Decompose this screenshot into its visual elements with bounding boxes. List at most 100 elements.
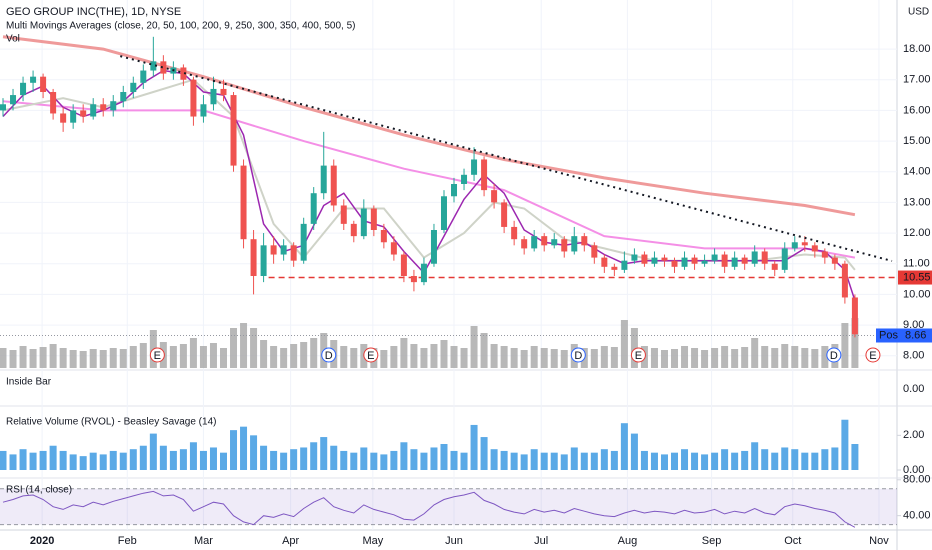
volume-bar [741, 347, 749, 368]
rvol-bar [139, 445, 147, 470]
volume-bar [219, 348, 227, 368]
volume-bar [9, 350, 17, 368]
rvol-bar [701, 454, 709, 470]
volume-bar [179, 344, 187, 368]
candle-body [420, 263, 427, 283]
rvol-bar [570, 447, 578, 470]
volume-bar [711, 348, 719, 368]
rvol-bar [300, 447, 308, 470]
candle-body [721, 254, 728, 267]
candle-body [430, 230, 437, 264]
volume-bar [99, 350, 107, 368]
rvol-bar [430, 447, 438, 470]
post-tag [876, 328, 898, 343]
candle-body [531, 236, 538, 249]
candle-body [180, 67, 187, 80]
event-marker [865, 347, 881, 363]
y-tick-label: 8.00 [903, 350, 924, 362]
candle-body [380, 230, 387, 243]
pane-title: Inside Bar [6, 377, 52, 388]
event-marker [630, 347, 646, 363]
rvol-bar [250, 435, 258, 470]
candle-body [220, 88, 227, 96]
rvol-bar [440, 444, 448, 470]
rvol-bar [340, 450, 348, 470]
volume-bar [841, 323, 849, 368]
rvol-bar [89, 452, 97, 470]
volume-bar [530, 346, 538, 368]
volume-bar [751, 338, 759, 368]
rvol-bar [761, 449, 769, 470]
rvol-bar [711, 452, 719, 470]
event-label: E [635, 350, 642, 362]
candle-body [110, 101, 117, 111]
rvol-bar [99, 454, 107, 470]
candle-body [270, 245, 277, 255]
candle-body [370, 208, 377, 230]
candle-body [300, 223, 307, 261]
volume-bar [460, 348, 468, 368]
event-marker [321, 347, 337, 363]
y-tick-label: 12.00 [903, 227, 931, 239]
volume-bar [691, 348, 699, 368]
rvol-bar [280, 452, 288, 470]
x-tick-label: 2020 [30, 535, 54, 547]
rvol-bar [29, 452, 37, 470]
volume-bar [821, 346, 829, 368]
candle-body [0, 104, 7, 111]
chart-title: GEO GROUP INC(THE), 1D, NYSE [6, 6, 181, 18]
y-tick-label: 80.00 [903, 474, 931, 486]
rvol-bar [801, 452, 809, 470]
rvol-bar [530, 449, 538, 470]
rvol-bar [39, 450, 47, 470]
candle-body [521, 239, 528, 249]
candle-body [601, 257, 608, 267]
candle-body [771, 263, 778, 270]
rvol-bar [169, 450, 177, 470]
volume-bar [129, 346, 137, 368]
candle-body [691, 257, 698, 264]
rvol-bar [650, 452, 658, 470]
candle-body [360, 208, 367, 237]
x-tick-label: May [362, 535, 383, 547]
rvol-bar [480, 437, 488, 470]
volume-bar [671, 349, 679, 368]
candle-body [591, 245, 598, 258]
rvol-bar [731, 452, 739, 470]
volume-bar [109, 348, 117, 368]
event-label: D [830, 350, 838, 362]
volume-bar [280, 348, 288, 368]
volume-bar [209, 343, 217, 368]
rvol-bar [470, 424, 478, 470]
y-tick-label: 0.00 [903, 464, 924, 476]
x-tick-label: Aug [618, 535, 638, 547]
volume-bar [761, 346, 769, 368]
candle-body [150, 61, 157, 71]
volume-bar [851, 318, 859, 368]
volume-bar [410, 344, 418, 368]
volume-bar [300, 342, 308, 368]
candle-body [461, 174, 468, 184]
rvol-bar [420, 452, 428, 470]
volume-bar [480, 333, 488, 368]
candle-body [50, 92, 57, 114]
rvol-bar [230, 430, 238, 470]
volume-bar [340, 346, 348, 368]
candle-body [100, 104, 107, 111]
candle-body [120, 92, 127, 102]
volume-bar [79, 351, 87, 368]
candle-body [851, 297, 858, 335]
candle-body [791, 242, 798, 249]
candle-body [551, 239, 558, 246]
candle-body [230, 95, 237, 166]
volume-bar [310, 338, 318, 368]
candle-body [741, 257, 748, 264]
volume-bar [510, 348, 518, 368]
volume-bar [19, 346, 27, 368]
rvol-bar [350, 452, 358, 470]
candle-body [561, 239, 568, 252]
rvol-bar [600, 449, 608, 470]
volume-bar [189, 338, 197, 368]
volume-label: Vol [6, 34, 20, 45]
